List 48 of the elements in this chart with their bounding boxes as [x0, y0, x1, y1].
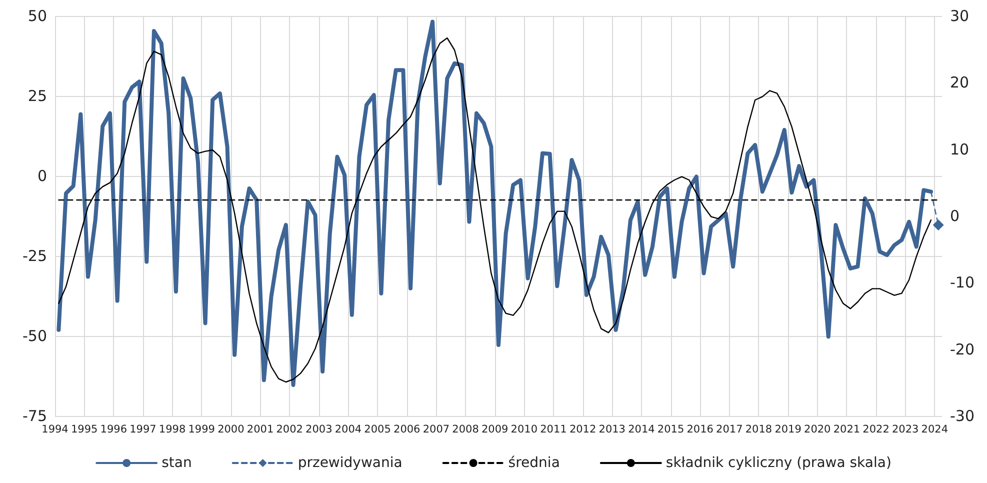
y2-tick-label: -20: [950, 340, 974, 358]
x-tick-label: 2004: [334, 424, 362, 436]
x-tick-label: 2020: [804, 424, 831, 436]
x-tick-label: 2006: [394, 424, 421, 436]
legend-label: przewidywania: [298, 455, 402, 471]
y2-tick-label: -30: [950, 407, 974, 425]
x-tick-label: 2007: [422, 424, 450, 436]
y2-tick-label: 20: [950, 74, 970, 92]
x-tick-label: 2003: [306, 424, 332, 436]
x-tick-label: 2012: [569, 424, 596, 436]
x-tick-label: 2015: [657, 424, 684, 436]
y-tick-label: 0: [37, 167, 47, 185]
x-tick-label: 2022: [862, 424, 890, 436]
x-tick-label: 2023: [892, 424, 919, 436]
x-tick-label: 2005: [364, 424, 391, 436]
x-tick-label: 2018: [745, 424, 772, 436]
y-tick-label: -75: [22, 407, 47, 425]
x-tick-label: 2011: [540, 424, 567, 436]
x-tick-label: 2000: [218, 424, 244, 436]
x-tick-label: 2009: [481, 424, 508, 436]
x-tick-label: 2017: [716, 424, 743, 436]
x-tick-label: 1996: [100, 424, 128, 436]
x-tick-label: 1999: [188, 424, 215, 436]
y-tick-label: -25: [22, 247, 47, 265]
legend-label: składnik cykliczny (prawa skala): [666, 455, 892, 471]
x-tick-label: 1997: [130, 424, 156, 436]
x-tick-label: 2014: [628, 424, 656, 436]
y2-tick-label: 0: [950, 207, 960, 225]
y2-tick-label: 30: [950, 7, 970, 25]
x-tick-label: 2016: [686, 424, 714, 436]
legend-label: średnia: [508, 455, 560, 471]
x-tick-label: 1994: [42, 424, 69, 436]
x-tick-label: 2010: [510, 424, 538, 436]
x-tick-label: 2021: [833, 424, 860, 436]
y2-tick-label: -10: [950, 274, 974, 292]
x-tick-label: 2008: [452, 424, 479, 436]
y-tick-label: 25: [28, 87, 47, 105]
x-tick-label: 2019: [774, 424, 802, 436]
x-tick-label: 2001: [246, 424, 274, 436]
y-tick-label: -50: [22, 327, 47, 345]
x-tick-label: 2024: [921, 424, 948, 436]
y-tick-label: 50: [28, 7, 47, 25]
x-tick-label: 2002: [276, 424, 303, 436]
legend-label: stan: [162, 455, 192, 471]
x-tick-label: 1995: [70, 424, 98, 436]
x-tick-label: 2013: [598, 424, 626, 436]
y2-tick-label: 10: [950, 140, 970, 158]
x-tick-label: 1998: [158, 424, 186, 436]
